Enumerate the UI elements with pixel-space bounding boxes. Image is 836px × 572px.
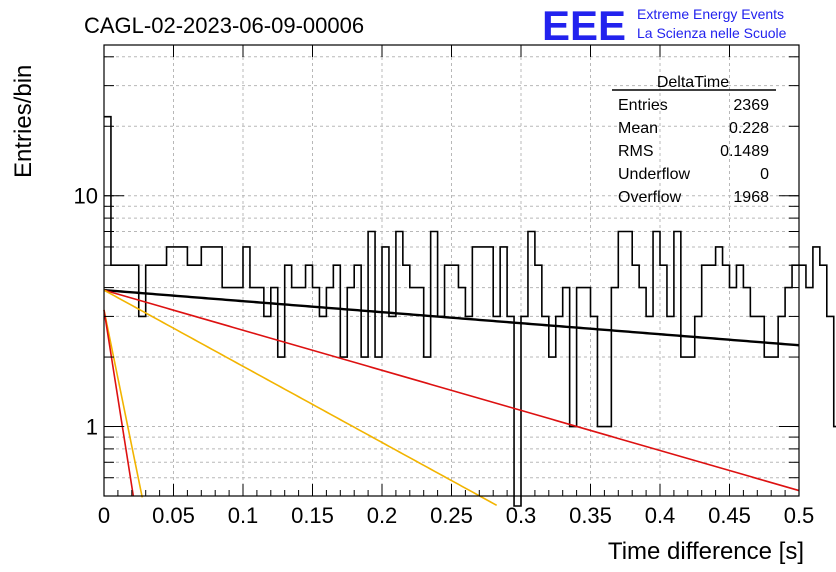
y-axis: 1 10 — [74, 56, 799, 479]
x-tick-label: 0.35 — [569, 503, 612, 528]
x-axis-title: Time difference [s] — [608, 538, 804, 565]
x-tick-label: 0.15 — [291, 503, 334, 528]
grid-lines — [104, 45, 799, 496]
x-tick-label: 0.45 — [708, 503, 751, 528]
fit-curve — [103, 289, 498, 507]
stats-row-label: Mean — [618, 120, 658, 137]
logo-line-1: Extreme Energy Events — [637, 6, 784, 22]
x-tick-label: 0.3 — [506, 503, 537, 528]
x-tick-label: 0.5 — [784, 503, 815, 528]
stats-row-label: Overflow — [618, 189, 682, 206]
y-tick-label: 10 — [74, 184, 98, 209]
fit-curve — [103, 289, 800, 492]
stats-row-label: Entries — [618, 97, 668, 114]
histogram-steps — [104, 115, 836, 507]
eee-logo: EEE — [542, 2, 626, 49]
stats-box: DeltaTime Entries 2369 Mean 0.228 RMS 0.1489 U… — [612, 74, 776, 206]
logo-line-2: La Scienza nelle Scuole — [637, 25, 787, 41]
fit-curve — [103, 288, 800, 347]
run-title: CAGL-02-2023-06-09-00006 — [84, 13, 364, 38]
stats-title: DeltaTime — [657, 74, 729, 91]
histogram-series — [104, 115, 836, 507]
stats-row-value: 0.1489 — [720, 143, 769, 160]
fit-curve — [103, 309, 144, 498]
x-tick-label: 0.2 — [367, 503, 398, 528]
x-tick-label: 0.25 — [430, 503, 473, 528]
stats-row-label: RMS — [618, 143, 654, 160]
x-axis: 0 0.05 0.1 0.15 0.2 0.25 0.3 0.35 0.4 0.45 0.5 — [98, 45, 814, 528]
fit-curve — [103, 309, 135, 497]
x-tick-label: 0 — [98, 503, 110, 528]
stats-row-label: Underflow — [618, 166, 690, 183]
stats-row-value: 2369 — [733, 97, 769, 114]
stats-row-value: 0.228 — [729, 120, 769, 137]
y-tick-label: 1 — [86, 415, 98, 440]
x-tick-label: 0.1 — [228, 503, 259, 528]
fit-curves — [103, 288, 800, 507]
stats-row-value: 0 — [760, 166, 769, 183]
x-tick-label: 0.4 — [645, 503, 676, 528]
y-axis-title: Entries/bin — [10, 65, 37, 178]
stats-row-value: 1968 — [733, 189, 769, 206]
x-tick-label: 0.05 — [152, 503, 195, 528]
